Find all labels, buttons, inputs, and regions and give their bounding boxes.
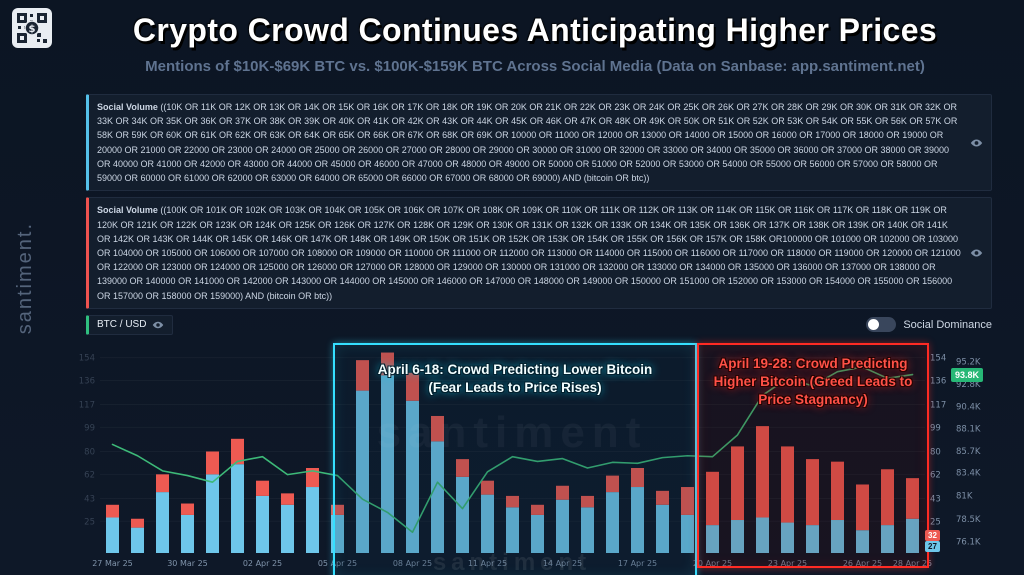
svg-text:117: 117 [930, 401, 946, 411]
svg-text:92.8K: 92.8K [956, 380, 981, 390]
btc-usd-label: BTC / USD [97, 319, 147, 331]
svg-text:$: $ [29, 24, 36, 35]
svg-text:85.7K: 85.7K [956, 447, 981, 457]
svg-text:26 Apr 25: 26 Apr 25 [843, 559, 882, 568]
svg-text:99: 99 [84, 423, 95, 433]
svg-text:14 Apr 25: 14 Apr 25 [543, 559, 582, 568]
svg-text:81K: 81K [956, 491, 973, 501]
santiment-vertical-brand: santiment. [14, 222, 36, 335]
svg-text:17 Apr 25: 17 Apr 25 [618, 559, 657, 568]
page-subtitle: Mentions of $10K-$69K BTC vs. $100K-$159… [145, 58, 925, 75]
query-low-range-text: ((10K OR 11K OR 12K OR 13K OR 14K OR 15K… [97, 102, 958, 184]
query-box-low-range[interactable]: Social Volume ((10K OR 11K OR 12K OR 13K… [86, 94, 992, 192]
legend-btc-usd[interactable]: BTC / USD [86, 314, 174, 335]
svg-text:11 Apr 25: 11 Apr 25 [468, 559, 507, 568]
svg-text:27 Mar 25: 27 Mar 25 [92, 559, 133, 568]
svg-text:43: 43 [930, 494, 941, 504]
eye-icon[interactable] [970, 136, 983, 149]
annotation-april-19-28: April 19-28: Crowd Predicting Higher Bit… [697, 343, 929, 568]
annotation-april-6-18-text: April 6-18: Crowd Predicting Lower Bitco… [377, 362, 653, 396]
query-panel: Social Volume ((10K OR 11K OR 12K OR 13K… [86, 94, 992, 335]
query-low-range-label: Social Volume [97, 102, 158, 112]
svg-text:80: 80 [84, 448, 95, 458]
svg-text:20 Apr 25: 20 Apr 25 [693, 559, 732, 568]
svg-text:28 Apr 25: 28 Apr 25 [893, 559, 932, 568]
query-high-range-label: Social Volume [97, 205, 158, 216]
svg-text:30 Mar 25: 30 Mar 25 [167, 559, 208, 568]
eye-icon[interactable] [970, 247, 983, 260]
svg-text:23 Apr 25: 23 Apr 25 [768, 559, 807, 568]
query-box-high-range[interactable]: Social Volume ((100K OR 101K OR 102K OR … [86, 197, 992, 309]
svg-text:25: 25 [84, 517, 95, 527]
svg-text:99: 99 [930, 423, 941, 433]
svg-text:83.4K: 83.4K [956, 469, 981, 479]
legend-row: BTC / USD Social Dominance [86, 314, 992, 335]
qr-code-icon: $ [12, 8, 52, 48]
svg-text:80: 80 [930, 448, 941, 458]
svg-text:95.2K: 95.2K [956, 357, 981, 367]
annotation-april-6-18: April 6-18: Crowd Predicting Lower Bitco… [333, 343, 697, 575]
svg-text:78.5K: 78.5K [956, 515, 981, 525]
annotation-april-19-28-text: April 19-28: Crowd Predicting Higher Bit… [713, 356, 913, 408]
svg-text:25: 25 [930, 517, 941, 527]
svg-text:08 Apr 25: 08 Apr 25 [393, 559, 432, 568]
svg-text:136: 136 [930, 376, 946, 386]
svg-text:43: 43 [84, 494, 95, 504]
social-dominance-label: Social Dominance [903, 318, 992, 331]
svg-text:02 Apr 25: 02 Apr 25 [243, 559, 282, 568]
toggle-knob [868, 319, 880, 331]
svg-text:88.1K: 88.1K [956, 424, 981, 434]
svg-text:05 Apr 25: 05 Apr 25 [318, 559, 357, 568]
last-value-badge-high-range: 32 [925, 530, 940, 541]
social-dominance-toggle[interactable] [866, 317, 897, 333]
svg-text:154: 154 [930, 354, 946, 364]
svg-text:90.4K: 90.4K [956, 403, 981, 413]
eye-icon[interactable] [152, 319, 164, 331]
social-dominance-control[interactable]: Social Dominance [866, 317, 992, 333]
svg-text:154: 154 [79, 354, 95, 364]
current-price-badge: 93.8K [951, 368, 984, 382]
last-value-badge-low-range: 27 [925, 541, 940, 552]
page-title: Crypto Crowd Continues Anticipating High… [132, 12, 938, 48]
svg-text:76.1K: 76.1K [956, 538, 981, 548]
svg-text:117: 117 [79, 401, 95, 411]
svg-text:62: 62 [84, 470, 95, 480]
svg-text:62: 62 [930, 470, 941, 480]
header: Crypto Crowd Continues Anticipating High… [60, 12, 1010, 75]
svg-text:136: 136 [79, 376, 95, 386]
query-high-range-text: ((100K OR 101K OR 102K OR 103K OR 104K O… [97, 205, 961, 301]
